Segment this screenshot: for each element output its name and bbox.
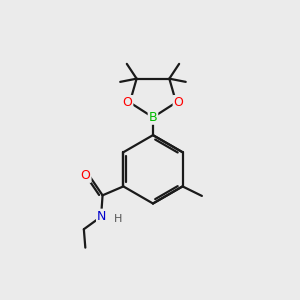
Text: H: H <box>114 214 122 224</box>
Text: O: O <box>81 169 91 182</box>
Text: N: N <box>97 210 106 223</box>
Text: B: B <box>149 111 157 124</box>
Text: O: O <box>122 96 132 109</box>
Text: O: O <box>174 96 184 109</box>
